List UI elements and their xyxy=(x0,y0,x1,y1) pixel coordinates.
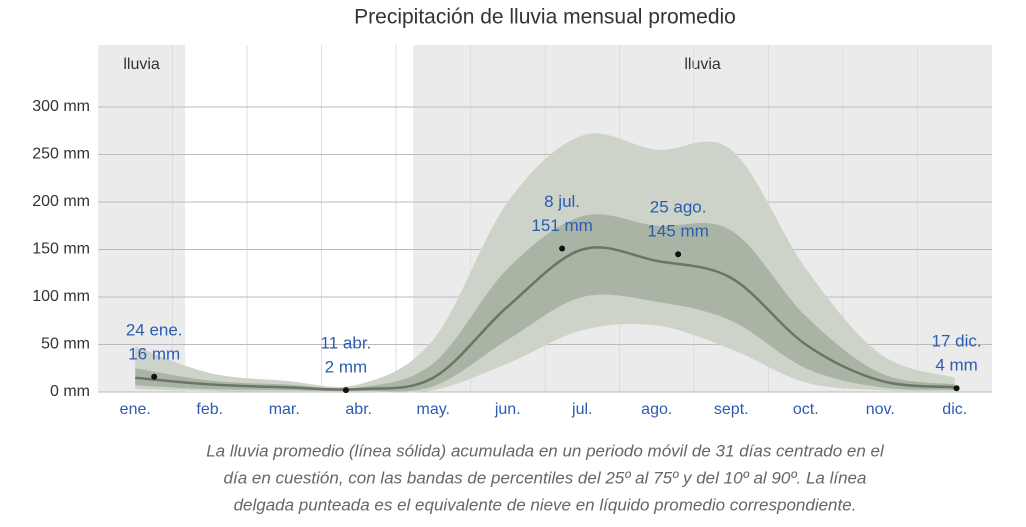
annotation-point xyxy=(953,385,960,392)
x-tick-label: sept. xyxy=(714,401,749,418)
x-tick-label: jun. xyxy=(494,401,521,418)
x-tick-label: may. xyxy=(417,401,450,418)
x-tick-label: ago. xyxy=(641,401,672,418)
season-label: lluvia xyxy=(684,56,721,73)
x-tick-label: abr. xyxy=(345,401,372,418)
annotation-point xyxy=(675,251,682,258)
season-band xyxy=(98,45,186,392)
average-line xyxy=(135,246,955,391)
annotation-value: 16 mm xyxy=(128,344,180,363)
y-tick-label: 0 mm xyxy=(50,383,90,400)
annotation-point xyxy=(151,373,158,380)
annotation-date: 8 jul. xyxy=(544,192,580,211)
x-tick-label: nov. xyxy=(866,401,895,418)
y-tick-label: 50 mm xyxy=(41,336,90,353)
y-tick-label: 300 mm xyxy=(32,98,90,115)
x-tick-label: feb. xyxy=(196,401,223,418)
annotation-point xyxy=(342,387,349,394)
annotation-value: 151 mm xyxy=(531,216,592,235)
caption-line: La lluvia promedio (línea sólida) acumul… xyxy=(206,441,885,460)
y-tick-label: 100 mm xyxy=(32,288,90,305)
caption-line: delgada punteada es el equivalente de ni… xyxy=(234,495,857,514)
caption-line: día en cuestión, con las bandas de perce… xyxy=(224,468,867,487)
x-tick-label: ene. xyxy=(120,401,151,418)
annotation-date: 25 ago. xyxy=(650,198,707,217)
y-tick-label: 250 mm xyxy=(32,146,90,163)
annotation-date: 17 dic. xyxy=(932,332,982,351)
annotation-value: 145 mm xyxy=(647,222,708,241)
annotation-value: 2 mm xyxy=(325,358,368,377)
x-tick-label: mar. xyxy=(269,401,300,418)
season-label: lluvia xyxy=(123,56,160,73)
chart-title: Precipitación de lluvia mensual promedio xyxy=(354,6,736,29)
x-tick-label: oct. xyxy=(793,401,819,418)
x-tick-label: dic. xyxy=(942,401,967,418)
percentile-band xyxy=(135,214,955,392)
y-tick-label: 150 mm xyxy=(32,241,90,258)
annotation-point xyxy=(559,245,566,252)
y-tick-label: 200 mm xyxy=(32,193,90,210)
annotation-value: 4 mm xyxy=(935,356,978,375)
x-tick-label: jul. xyxy=(571,401,592,418)
annotation-date: 24 ene. xyxy=(126,320,183,339)
annotation-date: 11 abr. xyxy=(321,334,372,353)
